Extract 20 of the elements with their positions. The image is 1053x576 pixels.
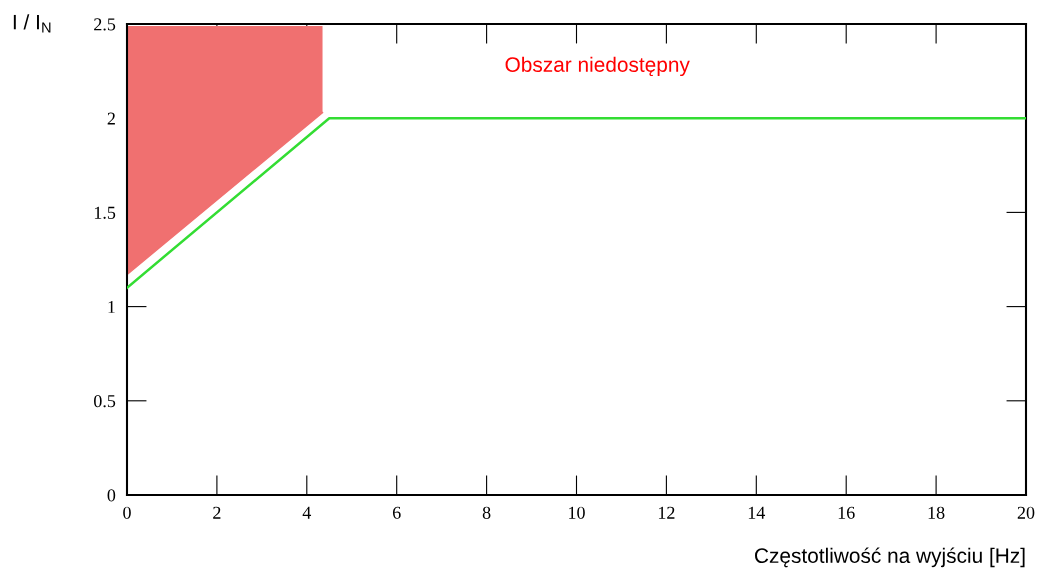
x-tick-label: 18 <box>928 506 945 519</box>
x-tick-label: 12 <box>658 506 675 519</box>
x-tick-label: 6 <box>392 506 401 519</box>
x-tick-label: 10 <box>569 506 585 519</box>
x-tick-label: 0 <box>123 506 131 519</box>
x-tick-label: 20 <box>1017 506 1035 519</box>
annotation: Obszar niedostępny <box>505 56 690 77</box>
y-tick-label: 2.5 <box>94 18 116 31</box>
y-tick-label: 1.5 <box>94 206 116 219</box>
y-tick-label: 0 <box>107 489 116 502</box>
y-tick-label: 2 <box>107 112 115 125</box>
x-tick-label: 4 <box>302 506 312 519</box>
x-axis-title: Częstotliwość na wyjściu [Hz] <box>755 547 1025 568</box>
x-tick-label: 8 <box>482 506 491 519</box>
y-tick-label: 0.5 <box>94 395 116 408</box>
y-tick-label: 1 <box>108 300 115 313</box>
x-tick-label: 14 <box>748 506 766 519</box>
y-axis-title: I / I$_{N}$ <box>13 14 51 33</box>
x-tick-label: 16 <box>838 506 855 519</box>
x-tick-label: 2 <box>213 506 221 519</box>
